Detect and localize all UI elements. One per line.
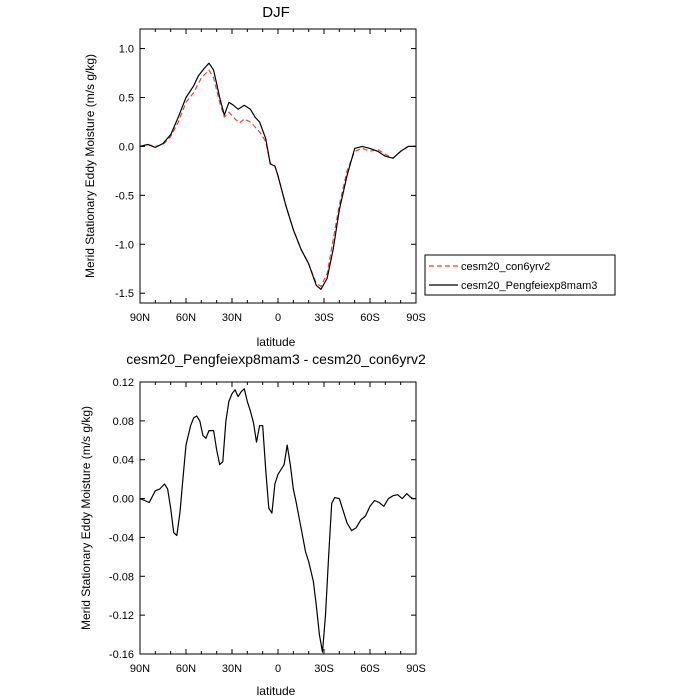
x-tick-label: 90N: [130, 663, 150, 675]
bottom-series-lines: [139, 388, 416, 653]
bottom-y-axis: -0.16 -0.12 -0.08 -0.04 0.00 0.04 0.08 0.12: [109, 377, 416, 661]
x-tick-label: 90S: [406, 312, 426, 324]
top-series-lines: [139, 62, 416, 290]
x-tick-label: 30S: [314, 312, 334, 324]
x-tick-label: 90N: [130, 312, 150, 324]
x-tick-label: 60N: [176, 312, 196, 324]
y-tick-label: -0.5: [115, 190, 134, 202]
y-tick-label: 1.0: [119, 44, 134, 56]
bottom-plot-frame: [139, 381, 417, 655]
x-tick-label: 60N: [176, 663, 196, 675]
bottom-y-axis-label: Merid Stationary Eddy Moisture (m/s g/kg…: [79, 406, 93, 630]
series-line-difference: [139, 388, 416, 653]
legend: cesm20_con6yrv2 cesm20_Pengfeiexp8mam3: [424, 254, 616, 296]
x-tick-label: 0: [275, 312, 281, 324]
top-chart: DJF 90N 60N 30N 0 30S 60S 90S -1.5 -1.0 -0.5 0.0 0…: [83, 4, 616, 349]
y-tick-label: 0.0: [119, 141, 134, 153]
y-tick-label: 0.08: [113, 416, 134, 428]
series-line-cesm20_Pengfeiexp8mam3: [139, 62, 416, 290]
top-y-axis: -1.5 -1.0 -0.5 0.0 0.5 1.0: [115, 44, 416, 300]
x-tick-label: 30N: [222, 663, 242, 675]
top-x-axis-label: latitude: [257, 335, 296, 349]
bottom-x-axis-label: latitude: [257, 684, 296, 698]
x-tick-label: 30S: [314, 663, 334, 675]
x-tick-label: 30N: [222, 312, 242, 324]
top-x-axis: 90N 60N 30N 0 30S 60S 90S: [130, 29, 426, 324]
x-tick-label: 60S: [360, 312, 380, 324]
x-tick-label: 90S: [406, 663, 426, 675]
y-tick-label: -0.12: [109, 610, 134, 622]
y-tick-label: -0.04: [109, 532, 134, 544]
bottom-chart: cesm20_Pengfeiexp8mam3 - cesm20_con6yrv2…: [79, 351, 426, 698]
top-y-axis-label: Merid Stationary Eddy Moisture (m/s g/kg…: [83, 54, 97, 278]
y-tick-label: -0.08: [109, 571, 134, 583]
top-chart-title: DJF: [262, 4, 290, 21]
legend-label-con6yrv2: cesm20_con6yrv2: [461, 261, 550, 273]
series-line-cesm20_con6yrv2: [139, 69, 416, 287]
y-tick-label: 0.5: [119, 93, 134, 105]
y-tick-label: -1.0: [115, 239, 134, 251]
x-tick-label: 60S: [360, 663, 380, 675]
bottom-x-axis: 90N 60N 30N 0 30S 60S 90S: [130, 382, 426, 675]
y-tick-label: -0.16: [109, 649, 134, 661]
bottom-chart-title: cesm20_Pengfeiexp8mam3 - cesm20_con6yrv2: [126, 351, 426, 367]
x-tick-label: 0: [275, 663, 281, 675]
y-tick-label: 0.12: [113, 377, 134, 389]
y-tick-label: 0.00: [113, 494, 134, 506]
top-plot-frame: [139, 28, 417, 304]
y-tick-label: -1.5: [115, 288, 134, 300]
legend-box: [424, 254, 616, 296]
legend-label-pengfeiexp8mam3: cesm20_Pengfeiexp8mam3: [461, 280, 597, 292]
y-tick-label: 0.04: [113, 455, 134, 467]
